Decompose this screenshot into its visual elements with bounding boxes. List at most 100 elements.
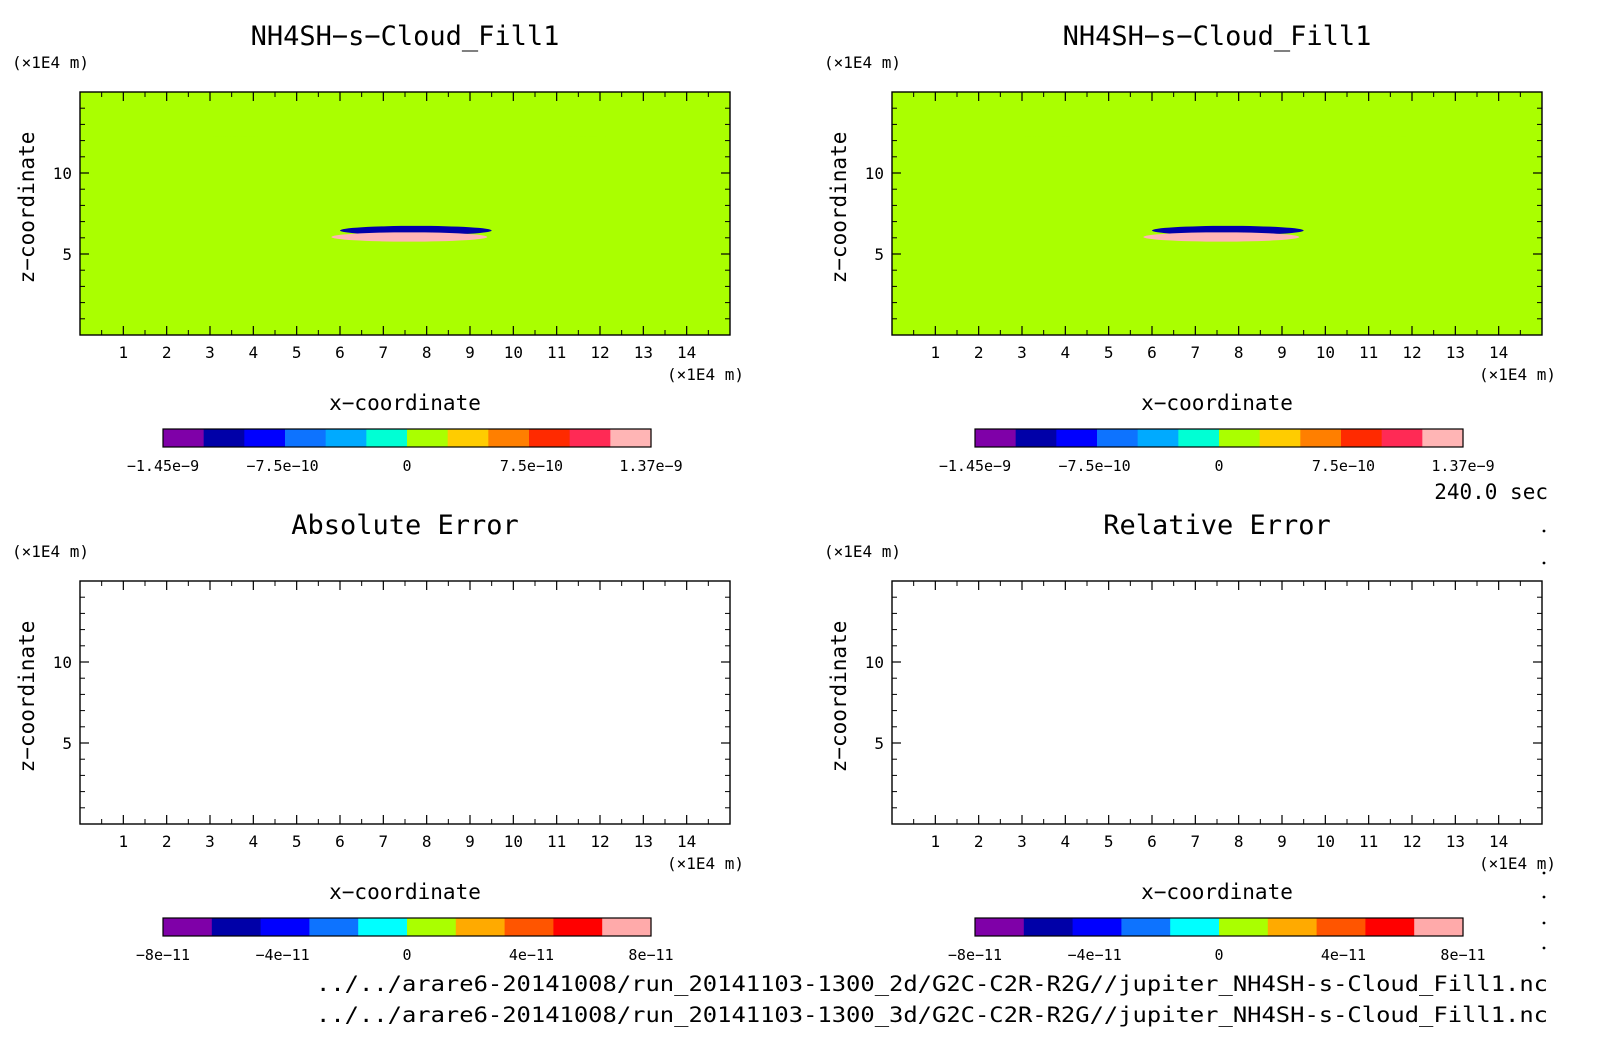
colorbar-swatch bbox=[975, 429, 1017, 447]
y-tick-label: 5 bbox=[874, 734, 884, 753]
cloud-layer bbox=[80, 221, 730, 228]
y-axis-label: z−coordinate bbox=[15, 621, 39, 773]
x-tick-label: 8 bbox=[1234, 343, 1244, 362]
panel-title: NH4SH−s−Cloud_Fill1 bbox=[251, 21, 560, 52]
colorbar-swatch bbox=[163, 918, 213, 936]
colorbar-swatch bbox=[569, 429, 611, 447]
x-tick-label: 9 bbox=[1277, 832, 1287, 851]
x-tick-label: 12 bbox=[1402, 343, 1421, 362]
x-tick-label: 5 bbox=[1104, 832, 1114, 851]
x-tick-label: 14 bbox=[677, 343, 696, 362]
colorbar-swatch bbox=[1072, 918, 1122, 936]
x-tick-label: 3 bbox=[205, 832, 215, 851]
colorbar-label: 8e−11 bbox=[628, 946, 673, 964]
x-tick-label: 10 bbox=[1316, 832, 1335, 851]
colorbar-frame bbox=[974, 428, 1464, 448]
cloud-column bbox=[1342, 136, 1386, 225]
y-tick-label: 10 bbox=[865, 164, 884, 183]
cloud-layer bbox=[80, 136, 730, 142]
colorbar-label: −7.5e−10 bbox=[1058, 457, 1130, 475]
x-tick-label: 3 bbox=[1017, 832, 1027, 851]
colorbar-label: 0 bbox=[1214, 457, 1223, 475]
colorbar-label: 0 bbox=[402, 457, 411, 475]
x-tick-label: 3 bbox=[1017, 343, 1027, 362]
x-tick-label: 3 bbox=[205, 343, 215, 362]
margin-dot bbox=[1542, 529, 1546, 533]
colorbar-label: −8e−11 bbox=[136, 946, 190, 964]
cloud-column bbox=[1037, 136, 1081, 225]
x-axis-label: x−coordinate bbox=[1141, 880, 1293, 904]
cloud-blob bbox=[1143, 232, 1300, 242]
colorbar-label: −4e−11 bbox=[255, 946, 309, 964]
colorbar-swatch bbox=[553, 918, 603, 936]
colorbar-swatch bbox=[1300, 429, 1342, 447]
margin-dot bbox=[1542, 871, 1546, 875]
y-unit-label: (×1E4 m) bbox=[824, 53, 901, 72]
colorbar-swatch bbox=[488, 429, 530, 447]
colorbar-frame bbox=[974, 917, 1464, 937]
cloud-column bbox=[1021, 136, 1064, 225]
file-path-2: ../../arare6-20141008/run_20141103-1300_… bbox=[316, 1003, 1548, 1027]
cloud-column bbox=[1053, 136, 1097, 225]
colorbar-swatch bbox=[407, 918, 457, 936]
x-tick-label: 5 bbox=[1104, 343, 1114, 362]
colorbar-swatch bbox=[1316, 918, 1366, 936]
y-unit-label: (×1E4 m) bbox=[12, 53, 89, 72]
x-tick-label: 14 bbox=[677, 832, 696, 851]
colorbar-label: 0 bbox=[402, 946, 411, 964]
x-tick-label: 14 bbox=[1489, 343, 1508, 362]
colorbar-label: 7.5e−10 bbox=[500, 457, 563, 475]
x-unit-label: (×1E4 m) bbox=[667, 854, 744, 873]
colorbar-label: 0 bbox=[1214, 946, 1223, 964]
x-tick-label: 12 bbox=[590, 832, 609, 851]
colorbar-swatch bbox=[529, 429, 571, 447]
x-tick-label: 1 bbox=[119, 832, 129, 851]
x-tick-label: 2 bbox=[162, 343, 172, 362]
plot-frame bbox=[891, 580, 1543, 825]
colorbar-label: −1.45e−9 bbox=[127, 457, 199, 475]
colorbar-swatch bbox=[610, 429, 652, 447]
cloud-column bbox=[1358, 136, 1402, 225]
x-tick-label: 6 bbox=[335, 343, 345, 362]
x-tick-label: 7 bbox=[379, 832, 389, 851]
colorbar-swatch bbox=[447, 429, 489, 447]
colorbar-swatch bbox=[1422, 429, 1464, 447]
colorbar-swatch bbox=[455, 918, 506, 936]
colorbar-swatch bbox=[1023, 918, 1074, 936]
colorbar-swatch bbox=[285, 429, 327, 447]
colorbar-label: −1.45e−9 bbox=[939, 457, 1011, 475]
x-tick-label: 4 bbox=[1061, 343, 1071, 362]
colorbar-label: 8e−11 bbox=[1440, 946, 1485, 964]
x-axis-label: x−coordinate bbox=[329, 880, 481, 904]
x-tick-label: 4 bbox=[249, 832, 259, 851]
cloud-column bbox=[1374, 136, 1418, 225]
cloud-column bbox=[530, 136, 574, 225]
cloud-blob bbox=[331, 232, 488, 242]
colorbar-label: −4e−11 bbox=[1067, 946, 1121, 964]
x-tick-label: 13 bbox=[1446, 343, 1465, 362]
x-tick-label: 10 bbox=[504, 343, 523, 362]
field-background bbox=[892, 92, 1542, 335]
colorbar-swatch bbox=[1341, 429, 1383, 447]
plot-frame bbox=[79, 580, 731, 825]
colorbar-label: −8e−11 bbox=[948, 946, 1002, 964]
colorbar-swatch bbox=[1121, 918, 1171, 936]
colorbar-swatch bbox=[366, 429, 408, 447]
x-tick-label: 5 bbox=[292, 343, 302, 362]
x-tick-label: 2 bbox=[974, 832, 984, 851]
x-tick-label: 1 bbox=[931, 343, 941, 362]
x-tick-label: 12 bbox=[590, 343, 609, 362]
margin-dot bbox=[1542, 921, 1546, 925]
colorbar-swatch bbox=[260, 918, 310, 936]
colorbar-swatch bbox=[1267, 918, 1318, 936]
y-axis-label: z−coordinate bbox=[827, 132, 851, 284]
x-unit-label: (×1E4 m) bbox=[667, 365, 744, 384]
colorbar-swatch bbox=[1056, 429, 1098, 447]
colorbar-swatch bbox=[325, 429, 367, 447]
x-unit-label: (×1E4 m) bbox=[1479, 854, 1556, 873]
x-tick-label: 6 bbox=[335, 832, 345, 851]
